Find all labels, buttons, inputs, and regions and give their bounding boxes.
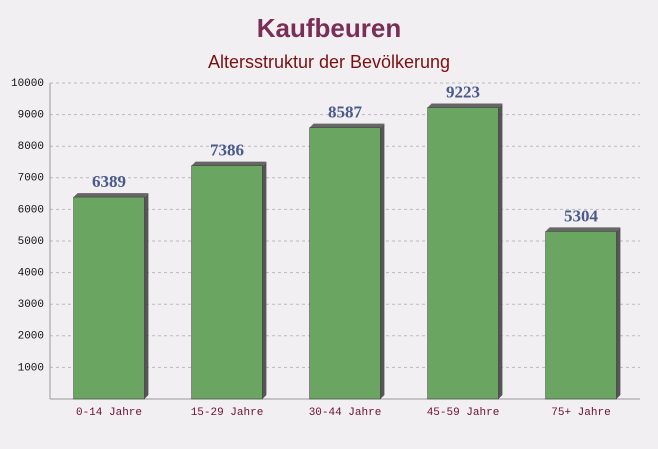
x-tick-label: 45-59 Jahre [427,407,500,419]
y-tick-label: 5000 [18,236,44,248]
y-tick-label: 8000 [18,141,44,153]
bar [73,196,145,400]
x-tick-label: 15-29 Jahre [191,407,264,419]
bar-shadow-top [73,193,149,198]
y-tick-label: 9000 [18,110,44,122]
value-label: 9223 [446,82,480,101]
bar-shadow-top [427,103,503,108]
bar [309,127,381,400]
y-tick-label: 4000 [18,268,44,280]
x-tick-label: 30-44 Jahre [309,407,382,419]
value-label: 5304 [564,206,599,225]
chart-title: Kaufbeuren [257,13,401,43]
value-label: 8587 [328,103,363,122]
bar [545,231,617,400]
bar-shadow [498,103,503,400]
bar [191,165,263,400]
y-tick-label: 7000 [18,173,44,185]
x-tick-label: 0-14 Jahre [76,407,142,419]
bar-shadow-top [191,161,267,166]
x-tick-label: 75+ Jahre [551,407,610,419]
bar-shadow [262,161,267,399]
bar-shadow-top [309,123,385,128]
y-tick-label: 10000 [11,78,44,90]
y-tick-label: 1000 [18,362,44,374]
y-tick-label: 3000 [18,299,44,311]
chart-subtitle: Altersstruktur der Bevölkerung [208,52,450,72]
y-tick-label: 2000 [18,331,44,343]
value-label: 6389 [92,172,126,191]
value-label: 7386 [210,141,244,160]
bar-shadow-top [545,227,621,232]
bar-shadow [380,123,385,399]
y-tick-label: 6000 [18,204,44,216]
bar-shadow [616,227,621,399]
bar [427,107,499,400]
bar-shadow [144,193,149,399]
